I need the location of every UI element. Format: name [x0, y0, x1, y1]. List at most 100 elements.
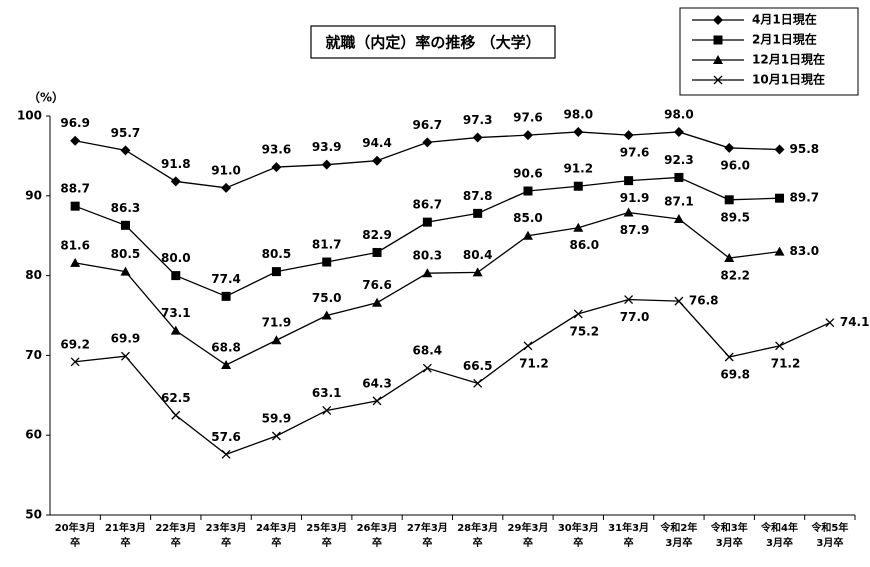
x-tick-label: 24年3月 卒 — [255, 523, 297, 549]
point — [522, 230, 533, 240]
data-label: 94.4 — [362, 136, 392, 150]
series-line — [75, 298, 831, 456]
point — [70, 201, 80, 211]
point — [221, 359, 232, 369]
data-label: 69.9 — [111, 332, 141, 346]
data-label: 91.2 — [563, 162, 593, 176]
point — [70, 135, 81, 146]
data-label: 96.7 — [413, 118, 443, 132]
data-label: 80.5 — [262, 247, 292, 261]
point — [221, 449, 231, 459]
point — [171, 410, 181, 420]
point — [473, 378, 483, 388]
data-label: 86.7 — [413, 198, 443, 212]
point — [724, 352, 734, 362]
x-tick-label: 27年3月 卒 — [406, 523, 448, 549]
data-label: 76.8 — [689, 294, 719, 308]
data-label: 95.7 — [111, 126, 141, 140]
point — [724, 195, 734, 205]
point — [171, 271, 181, 281]
point — [473, 208, 483, 218]
point — [321, 310, 332, 320]
point — [825, 318, 835, 328]
x-tick-label: 令和4年 3月卒 — [761, 523, 799, 549]
data-label: 88.7 — [60, 182, 90, 196]
x-tick-label: 令和3年 3月卒 — [710, 523, 748, 549]
data-label: 95.8 — [790, 142, 820, 156]
data-label: 82.9 — [362, 228, 392, 242]
point — [121, 351, 130, 361]
point — [674, 296, 684, 306]
point — [221, 291, 231, 301]
point — [70, 257, 81, 267]
point — [713, 35, 723, 45]
point — [170, 176, 181, 187]
point — [120, 145, 131, 156]
point — [573, 222, 584, 232]
point — [422, 268, 433, 278]
data-label: 80.5 — [111, 247, 141, 261]
data-label: 97.6 — [620, 146, 650, 160]
data-label: 98.0 — [563, 107, 593, 121]
point — [472, 132, 483, 143]
point — [775, 341, 784, 351]
data-label: 64.3 — [362, 376, 392, 390]
y-tick-label: 90 — [25, 188, 42, 202]
point — [372, 155, 383, 166]
data-label: 87.9 — [620, 223, 650, 237]
data-label: 59.9 — [262, 411, 292, 425]
data-label: 86.3 — [111, 201, 141, 215]
data-label: 83.0 — [790, 244, 820, 258]
point — [372, 247, 382, 257]
data-label: 68.4 — [413, 344, 443, 358]
point — [624, 176, 634, 186]
point — [713, 15, 723, 25]
data-label: 91.8 — [161, 157, 191, 171]
point — [70, 357, 80, 367]
data-label: 91.9 — [620, 191, 650, 205]
point — [774, 246, 785, 256]
x-tick-label: 令和2年 3月卒 — [660, 523, 698, 549]
x-tick-label: 30年3月 卒 — [557, 523, 599, 549]
data-label: 63.1 — [312, 386, 342, 400]
data-label: 89.7 — [790, 191, 820, 205]
point — [623, 130, 634, 141]
data-label: 91.0 — [211, 163, 241, 177]
data-label: 57.6 — [211, 430, 241, 444]
data-label: 71.2 — [519, 356, 549, 370]
point — [623, 207, 634, 217]
y-tick-label: 80 — [25, 268, 42, 282]
x-tick-label: 25年3月 卒 — [306, 523, 348, 549]
point — [522, 130, 533, 141]
title-box — [310, 25, 556, 59]
x-tick-label: 20年3月 卒 — [54, 523, 96, 549]
point — [624, 295, 634, 304]
x-tick-label: 23年3月 卒 — [205, 523, 247, 549]
point — [673, 126, 684, 137]
point — [713, 75, 723, 85]
point — [422, 217, 432, 227]
legend-label: 2月1日現在 — [752, 32, 817, 47]
point — [322, 257, 332, 267]
data-label: 69.2 — [60, 337, 90, 351]
point — [372, 396, 382, 406]
point — [523, 186, 533, 196]
point — [673, 213, 684, 223]
data-label: 77.0 — [620, 310, 650, 324]
data-label: 86.0 — [569, 238, 599, 252]
series-line — [75, 211, 780, 366]
point — [724, 142, 735, 153]
data-label: 76.6 — [362, 278, 392, 292]
chart-title: 就職（内定）率の推移 （大学） — [325, 34, 540, 52]
point — [775, 193, 785, 203]
point — [322, 406, 332, 415]
point — [713, 55, 723, 64]
data-label: 90.6 — [513, 167, 543, 181]
point — [573, 181, 583, 191]
point — [372, 297, 383, 307]
data-label: 82.2 — [720, 269, 750, 283]
point — [271, 431, 281, 441]
data-label: 75.0 — [312, 291, 342, 305]
x-tick-label: 28年3月 卒 — [457, 523, 499, 549]
